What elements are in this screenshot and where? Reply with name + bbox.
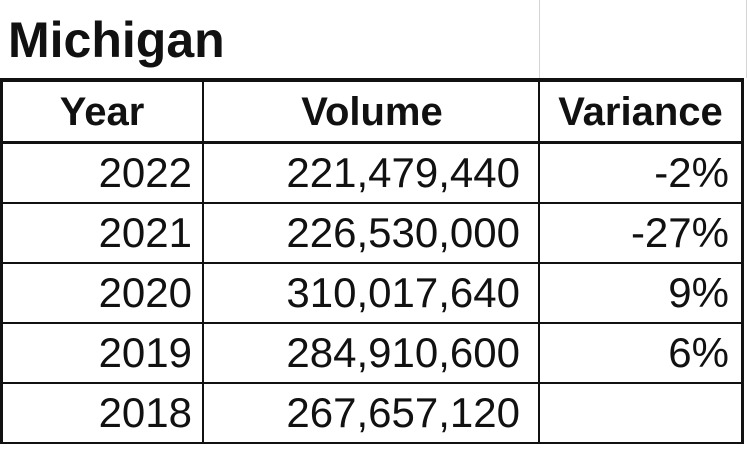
header-year[interactable]: Year [59,89,145,134]
grid-line [0,442,744,444]
empty-cell[interactable] [540,0,747,78]
title-row: Michigan [0,0,747,78]
grid-line [538,78,540,444]
cell-year[interactable]: 2019 [98,329,192,376]
cell-variance[interactable]: -27% [630,209,729,256]
grid-line [0,78,744,82]
cell-volume[interactable]: 310,017,640 [286,269,520,316]
cell-variance[interactable]: 6% [668,329,729,376]
cell-volume[interactable]: 221,479,440 [286,149,520,196]
table-row: 2019 284,910,600 6% [0,324,747,382]
cell-year[interactable]: 2020 [98,269,192,316]
table-row: 2018 267,657,120 [0,384,747,442]
table-row: 2021 226,530,000 -27% [0,204,747,262]
cell-year[interactable]: 2018 [98,389,192,436]
cell-volume[interactable]: 226,530,000 [286,209,520,256]
grid-line [0,382,744,384]
table-row: 2022 221,479,440 -2% [0,144,747,202]
cell-year[interactable]: 2021 [98,209,192,256]
grid-line [0,202,744,204]
cell-volume[interactable]: 284,910,600 [286,329,520,376]
header-row: Year Volume Variance [0,81,747,142]
grid-line [0,141,744,144]
grid-line [0,78,3,444]
sheet-title: Michigan [8,12,225,68]
data-table: Year Volume Variance 2022 221,479,440 -2… [0,78,747,444]
grid-line [741,78,744,444]
grid-line [202,78,204,444]
grid-line [0,262,744,264]
cell-year[interactable]: 2022 [98,149,192,196]
grid-line [0,322,744,324]
cell-variance[interactable]: 9% [668,269,729,316]
header-variance[interactable]: Variance [558,89,723,134]
cell-volume[interactable]: 267,657,120 [286,389,520,436]
title-cell[interactable]: Michigan [0,0,540,78]
header-volume[interactable]: Volume [301,89,443,134]
cell-variance[interactable]: -2% [654,149,729,196]
table-row: 2020 310,017,640 9% [0,264,747,322]
cell-variance[interactable] [540,384,741,442]
